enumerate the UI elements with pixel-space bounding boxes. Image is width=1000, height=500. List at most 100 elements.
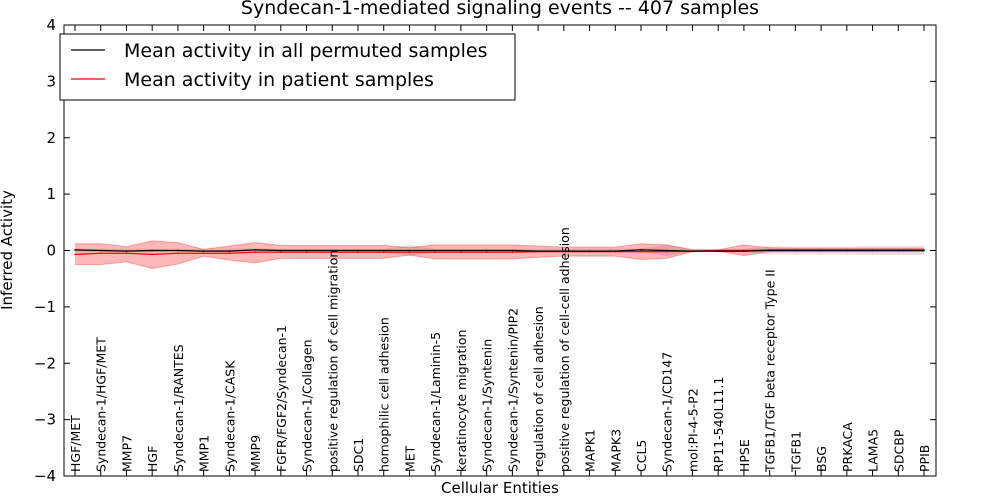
data-point-permuted bbox=[125, 250, 128, 252]
x-tick-label: positive regulation of cell migration bbox=[325, 250, 340, 472]
data-points bbox=[74, 249, 925, 256]
y-tick-label: 0 bbox=[46, 242, 56, 260]
data-point-permuted bbox=[228, 250, 231, 252]
x-tick-label: SDCBP bbox=[891, 429, 906, 472]
data-point-permuted bbox=[254, 249, 256, 251]
x-tick-label: Syndecan-1/HGF/MET bbox=[94, 337, 109, 472]
x-tick-label: MMP1 bbox=[197, 435, 212, 472]
data-point-patient bbox=[665, 250, 668, 253]
data-point-patient bbox=[408, 251, 411, 253]
y-axis-title: Inferred Activity bbox=[0, 190, 16, 310]
data-point-patient bbox=[99, 252, 102, 255]
data-point-permuted bbox=[382, 249, 385, 252]
legend: Mean activity in all permuted samples Me… bbox=[59, 33, 516, 101]
data-point-patient bbox=[254, 251, 256, 253]
data-point-patient bbox=[228, 252, 231, 255]
x-axis-tick-labels: HGF/MET Syndecan-1/HGF/MET MMP7 HGF Syndecan… bbox=[68, 227, 932, 473]
data-point-permuted bbox=[768, 249, 771, 252]
y-tick-label: 2 bbox=[46, 129, 56, 147]
x-tick-label: FGFR/FGF2/Syndecan-1 bbox=[274, 325, 289, 472]
data-point-permuted bbox=[717, 250, 719, 252]
data-point-patient bbox=[357, 251, 359, 253]
x-tick-label: Syndecan-1/Laminin-5 bbox=[428, 332, 443, 472]
y-tick-label: 1 bbox=[46, 185, 56, 203]
data-point-patient bbox=[382, 251, 385, 253]
chart-title: Syndecan-1-mediated signaling events -- … bbox=[241, 0, 759, 19]
data-point-patient bbox=[151, 253, 153, 256]
y-axis-ticks: −4 −3 −2 −1 0 1 2 3 4 bbox=[34, 16, 936, 485]
x-tick-label: Syndecan-1/Collagen bbox=[300, 339, 315, 472]
x-tick-label: Syndecan-1/CD147 bbox=[660, 352, 675, 472]
data-point-permuted bbox=[743, 250, 745, 252]
data-point-permuted bbox=[305, 249, 308, 252]
legend-label-patient: Mean activity in patient samples bbox=[124, 69, 434, 91]
x-tick-label: MMP9 bbox=[248, 435, 263, 472]
data-point-patient bbox=[460, 251, 462, 253]
x-tick-label: Syndecan-1/Syntenin/PIP2 bbox=[505, 308, 520, 472]
y-tick-label: −2 bbox=[34, 354, 56, 372]
x-tick-label: HGF bbox=[145, 446, 160, 472]
data-point-permuted bbox=[74, 249, 76, 251]
data-point-permuted bbox=[563, 250, 565, 252]
data-point-permuted bbox=[151, 249, 153, 252]
x-tick-label: TGFB1 bbox=[788, 431, 803, 473]
x-tick-label: PPIB bbox=[917, 445, 932, 472]
x-tick-label: MMP7 bbox=[119, 435, 134, 472]
data-point-permuted bbox=[794, 249, 797, 252]
data-point-permuted bbox=[434, 249, 437, 252]
data-point-permuted bbox=[691, 250, 694, 252]
x-tick-label: mol:PI-4-5-P2 bbox=[685, 388, 700, 472]
x-tick-label: BSG bbox=[814, 446, 829, 472]
data-point-permuted bbox=[202, 250, 205, 252]
x-tick-label: SDC1 bbox=[351, 438, 366, 472]
data-point-permuted bbox=[280, 249, 282, 252]
data-point-permuted bbox=[357, 249, 359, 252]
data-point-permuted bbox=[897, 249, 900, 252]
x-tick-label: RP11-540L11.1 bbox=[711, 377, 726, 472]
y-tick-label: −4 bbox=[34, 467, 56, 485]
x-tick-label: HGF/MET bbox=[68, 415, 83, 472]
x-tick-label: CCL5 bbox=[634, 440, 649, 472]
x-axis-title: Cellular Entities bbox=[441, 479, 559, 497]
data-point-permuted bbox=[820, 249, 822, 252]
data-point-patient bbox=[485, 251, 488, 253]
data-point-permuted bbox=[614, 250, 617, 252]
patient-band-edge-lower bbox=[75, 250, 924, 270]
data-point-patient bbox=[177, 252, 179, 255]
x-tick-label: LAMA5 bbox=[866, 429, 881, 472]
x-tick-label: HPSE bbox=[737, 439, 752, 472]
x-tick-label: homophilic cell adhesion bbox=[377, 317, 392, 472]
data-point-permuted bbox=[177, 249, 179, 252]
x-tick-label: Syndecan-1/Syntenin bbox=[480, 339, 495, 472]
data-point-patient bbox=[511, 251, 514, 253]
x-tick-label: positive regulation of cell-cell adhesio… bbox=[557, 227, 572, 472]
y-tick-label: −1 bbox=[34, 298, 56, 316]
data-point-permuted bbox=[511, 249, 514, 252]
series-line-permuted bbox=[74, 249, 924, 252]
x-tick-label: Syndecan-1/RANTES bbox=[171, 344, 186, 472]
x-axis-ticks bbox=[74, 25, 925, 476]
data-point-patient bbox=[125, 252, 128, 255]
data-point-permuted bbox=[485, 249, 488, 252]
data-point-permuted bbox=[665, 249, 668, 252]
y-tick-label: 4 bbox=[46, 16, 56, 34]
y-tick-label: −3 bbox=[34, 411, 56, 429]
data-point-permuted bbox=[408, 249, 411, 252]
x-tick-label: MAPK1 bbox=[583, 429, 598, 472]
x-tick-label: MET bbox=[402, 445, 417, 472]
confidence-band-patient bbox=[75, 240, 924, 269]
legend-label-permuted: Mean activity in all permuted samples bbox=[124, 40, 487, 62]
x-tick-label: keratinocyte migration bbox=[454, 330, 469, 472]
data-point-patient bbox=[74, 253, 76, 256]
x-tick-label: MAPK3 bbox=[608, 429, 623, 472]
legend-box bbox=[59, 33, 516, 101]
data-point-patient bbox=[640, 250, 642, 253]
data-point-permuted bbox=[846, 249, 848, 252]
x-tick-label: PRKACA bbox=[840, 422, 855, 472]
patient-band-edge-upper bbox=[75, 240, 924, 251]
data-point-permuted bbox=[923, 249, 925, 252]
data-point-patient bbox=[202, 252, 205, 255]
data-point-permuted bbox=[537, 250, 539, 252]
data-point-patient bbox=[434, 251, 437, 253]
